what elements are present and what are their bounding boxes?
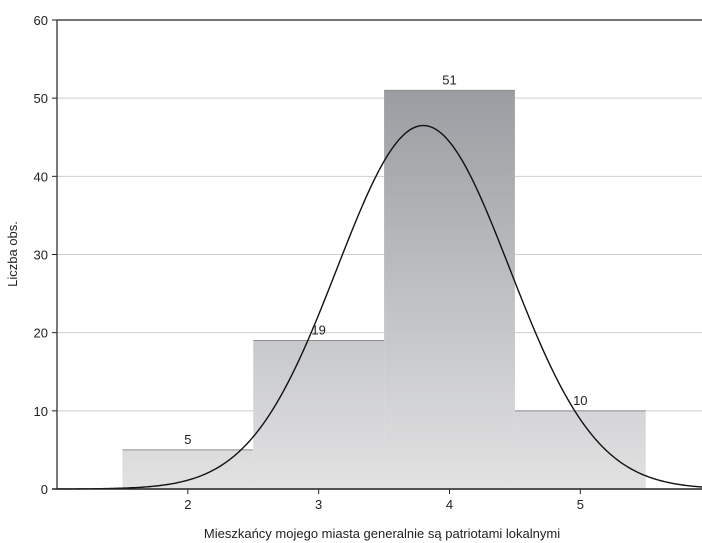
y-tick-label: 30 [34,248,48,263]
data-label: 51 [442,72,456,87]
normal-curve-line [56,124,702,490]
bar-5 [514,410,646,489]
y-tick-label: 60 [34,13,48,28]
y-axis-title: Liczba obs. [5,221,20,287]
y-tick-label: 40 [34,169,48,184]
x-tick-label: 2 [184,497,191,512]
normal-curve [56,124,702,490]
bar-2 [122,449,254,489]
x-tick-label: 3 [315,497,322,512]
y-tick-label: 20 [34,326,48,341]
x-tick-label: 5 [577,497,584,512]
bar-3 [253,340,385,489]
axes: 0 10 20 30 40 50 60 2 3 4 5 [34,13,702,512]
bars [122,89,646,489]
data-label: 10 [573,393,587,408]
data-label: 19 [311,322,325,337]
y-tick-label: 10 [34,404,48,419]
y-tick-label: 50 [34,91,48,106]
x-tick-label: 4 [446,497,453,512]
bar-4 [384,90,515,489]
y-tick-label: 0 [41,482,48,497]
data-labels: 5 19 51 10 [184,72,587,447]
x-axis-title: Mieszkańcy mojego miasta generalnie są p… [204,526,560,541]
data-label: 5 [184,432,191,447]
